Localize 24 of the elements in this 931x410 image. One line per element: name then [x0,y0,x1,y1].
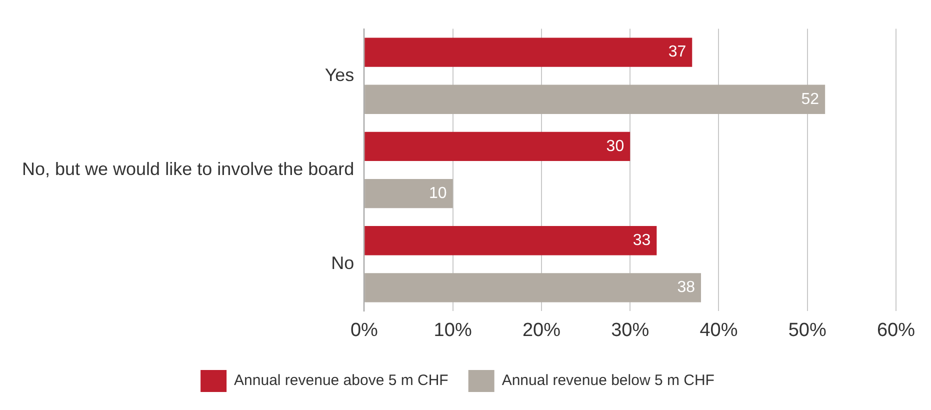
x-tick-label: 50% [788,320,826,341]
bar [364,273,701,302]
x-tick-label: 0% [350,320,378,341]
data-label: 38 [677,279,696,296]
bar [364,178,453,208]
x-tick-label: 20% [522,320,561,341]
data-label: 10 [429,184,447,202]
data-label: 33 [632,232,651,250]
x-tick-label: 40% [700,320,738,341]
x-tick-label: 60% [876,320,916,341]
y-tick-label: Yes [324,64,354,85]
bar [364,38,692,67]
data-label: 37 [668,44,686,61]
x-tick-label: 10% [434,320,472,341]
data-label: 30 [606,138,624,155]
x-tick-label: 30% [611,320,650,341]
bar [364,84,826,114]
bar [364,226,657,256]
legend-label: Annual revenue below 5 m CHF [502,372,714,390]
y-tick-label: No [331,253,354,274]
bar [364,132,630,162]
y-tick-label: No, but we would like to involve the board [22,158,354,179]
legend-label: Annual revenue above 5 m CHF [234,372,448,390]
data-label: 52 [801,90,820,108]
